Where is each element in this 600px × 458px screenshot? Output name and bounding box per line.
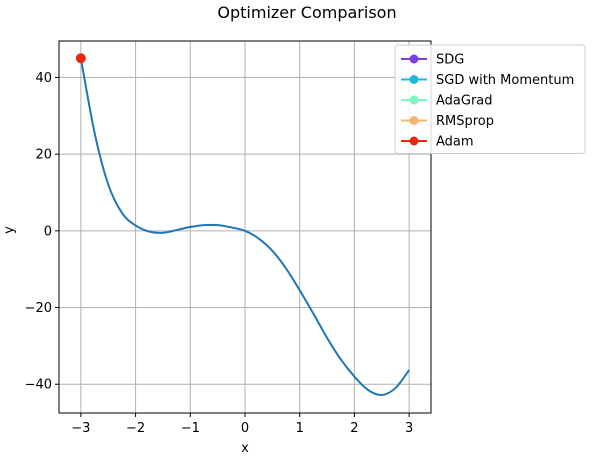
legend-label-sdg: SDG bbox=[436, 53, 464, 68]
legend-item-sdg: SDG bbox=[401, 53, 464, 68]
legend-marker-sdg bbox=[409, 54, 419, 64]
legend-item-adagrad: AdaGrad bbox=[401, 94, 493, 109]
legend-marker-sgd-with-momentum bbox=[409, 75, 419, 84]
optimizer-points-layer bbox=[75, 53, 86, 64]
legend-item-adam: Adam bbox=[401, 135, 474, 150]
legend-marker-adagrad bbox=[409, 95, 419, 105]
legend-label-adagrad: AdaGrad bbox=[436, 94, 493, 109]
x-tick-label: −1 bbox=[181, 421, 200, 436]
legend-label-sgd-with-momentum: SGD with Momentum bbox=[436, 73, 574, 88]
y-tick-label: 20 bbox=[35, 148, 52, 163]
legend-label-rmsprop: RMSprop bbox=[436, 114, 494, 129]
function-curve-line bbox=[79, 58, 410, 396]
x-tick-label: −3 bbox=[71, 421, 90, 436]
x-tick-label: 0 bbox=[241, 421, 249, 436]
x-tick-label: 2 bbox=[350, 421, 358, 436]
axis-ticks: −3 −2 −1 0 1 2 3 −40 −20 0 20 40 bbox=[25, 71, 414, 436]
x-axis-label: x bbox=[241, 441, 249, 456]
chart-title: Optimizer Comparison bbox=[217, 3, 396, 22]
legend-marker-rmsprop bbox=[409, 116, 419, 125]
y-axis-label: y bbox=[2, 226, 17, 234]
y-tick-label: −20 bbox=[25, 301, 52, 316]
y-tick-label: 40 bbox=[35, 71, 52, 86]
grid bbox=[59, 41, 431, 413]
y-tick-label: 0 bbox=[44, 224, 52, 239]
x-tick-label: −2 bbox=[126, 421, 145, 436]
legend: SDG SGD with Momentum AdaGrad RMSprop Adam bbox=[394, 44, 586, 154]
x-tick-label: 3 bbox=[405, 421, 413, 436]
function-curve-layer bbox=[79, 58, 410, 396]
x-tick-label: 1 bbox=[296, 421, 304, 436]
optimizer-point-adam bbox=[75, 53, 86, 64]
legend-box bbox=[394, 44, 586, 154]
legend-item-rmsprop: RMSprop bbox=[401, 114, 494, 129]
y-tick-label: −40 bbox=[25, 378, 52, 393]
legend-item-sgd-with-momentum: SGD with Momentum bbox=[401, 73, 574, 88]
legend-label-adam: Adam bbox=[436, 135, 474, 150]
legend-marker-adam bbox=[409, 136, 419, 146]
